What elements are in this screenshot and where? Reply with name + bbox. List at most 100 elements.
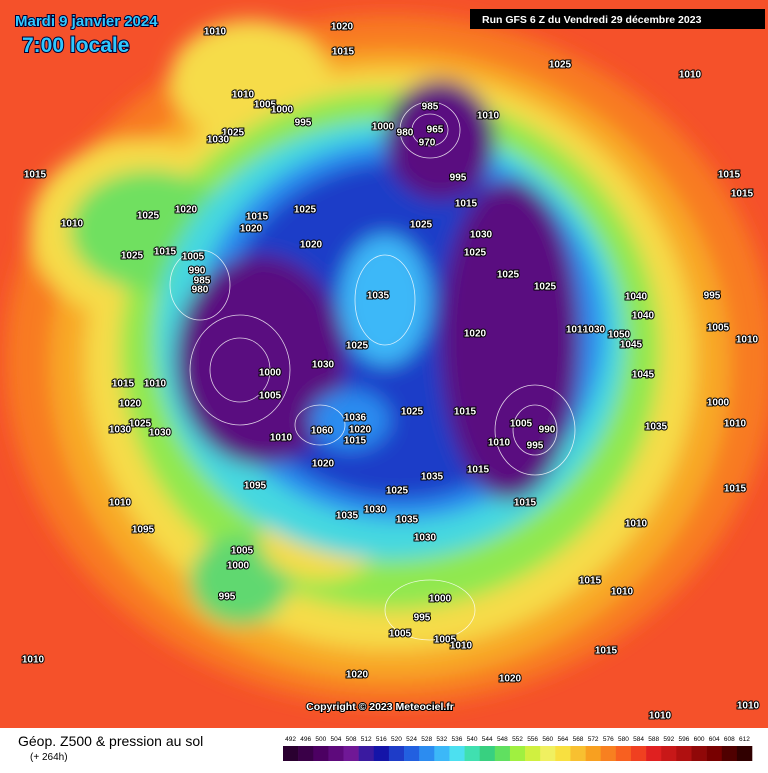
isobar-label: 1015 bbox=[467, 465, 490, 476]
isobar-label: 1015 bbox=[731, 189, 754, 200]
isobar-label: 1035 bbox=[336, 511, 359, 522]
legend-value: 528 bbox=[421, 736, 432, 743]
isobar-label: 1030 bbox=[109, 425, 132, 436]
legend-swatch bbox=[615, 746, 632, 761]
legend-value: 508 bbox=[346, 736, 357, 743]
legend-value: 496 bbox=[300, 736, 311, 743]
legend-swatch bbox=[570, 746, 586, 761]
pressure-labels: 1010 102010151025101010101005100099598510… bbox=[21, 21, 761, 723]
isobar-label: 985 bbox=[194, 276, 211, 287]
legend-value: 560 bbox=[542, 736, 553, 743]
legend-swatch bbox=[283, 746, 299, 761]
legend-value: 604 bbox=[709, 736, 720, 743]
isobar-label: 1005 bbox=[389, 629, 412, 640]
legend-swatch bbox=[509, 746, 526, 761]
legend-value: 568 bbox=[573, 736, 584, 743]
isobar-label: 1005 bbox=[510, 419, 533, 430]
legend-swatch bbox=[343, 746, 359, 761]
isobar-label: 1020 bbox=[331, 22, 354, 33]
legend-swatch bbox=[646, 746, 662, 761]
isobar-label: 1020 bbox=[240, 224, 263, 235]
legend-swatch bbox=[721, 746, 738, 761]
run: Run GFS 6 Z du Vendredi 29 décembre 2023 bbox=[482, 14, 702, 26]
legend-value: 580 bbox=[618, 736, 629, 743]
isobar-label: 1025 bbox=[464, 248, 487, 259]
isobar-label: 995 bbox=[295, 118, 312, 129]
legend-value: 512 bbox=[361, 736, 372, 743]
legend-value: 612 bbox=[739, 736, 750, 743]
isobar-label: 1035 bbox=[396, 515, 419, 526]
isobar-label: 1095 bbox=[244, 481, 267, 492]
isobar-label: 1020 bbox=[175, 205, 198, 216]
isobar-label: 1020 bbox=[346, 670, 369, 681]
isobar-label: 1010 bbox=[649, 711, 672, 722]
isobar-label: 1015 bbox=[246, 212, 269, 223]
isobar-label: 1010 bbox=[204, 27, 227, 38]
legend-swatch bbox=[373, 746, 390, 761]
isobar-label: 1010 bbox=[736, 335, 759, 346]
isobar-label: 995 bbox=[704, 291, 721, 302]
isobar-label: 1010 bbox=[270, 433, 293, 444]
isobar-label: 1010 bbox=[144, 379, 167, 390]
legend-swatch bbox=[736, 746, 753, 761]
legend-swatch bbox=[328, 746, 344, 761]
legend-value: 600 bbox=[694, 736, 705, 743]
isobar-label: 1025 bbox=[346, 341, 369, 352]
isobar-label: 1025 bbox=[222, 128, 245, 139]
legend-value: 556 bbox=[527, 736, 538, 743]
isobar-label: 1010 bbox=[232, 90, 255, 101]
isobar-label: 1050 bbox=[608, 330, 631, 341]
isobar-label: 1030 bbox=[149, 428, 172, 439]
isobar-label: 990 bbox=[189, 266, 206, 277]
isobar-label: 1005 bbox=[254, 100, 277, 111]
legend-swatch bbox=[525, 746, 541, 761]
legend-value: 540 bbox=[467, 736, 478, 743]
isobar-label: 1020 bbox=[312, 459, 335, 470]
isobar-label: 1010 bbox=[737, 701, 760, 712]
isobar-label: 1030 bbox=[414, 533, 437, 544]
isobar-label: 1000 bbox=[372, 122, 395, 133]
isobar-label: 1025 bbox=[401, 407, 424, 418]
isobar-label: 1010 bbox=[61, 219, 84, 230]
isobar-label: 1005 bbox=[434, 635, 457, 646]
isobar-label: 1005 bbox=[182, 252, 205, 263]
isobar-label: 1015 bbox=[154, 247, 177, 258]
isobar-label: 995 bbox=[450, 173, 467, 184]
isobar-label: 1025 bbox=[294, 205, 317, 216]
isobar-label: 995 bbox=[414, 613, 431, 624]
isobar-label: 1035 bbox=[421, 472, 444, 483]
isobar-label: 1000 bbox=[259, 368, 282, 379]
isobar-label: 1010 bbox=[679, 70, 702, 81]
isobar-label: 980 bbox=[397, 128, 414, 139]
date: Mardi 9 janvier 2024 bbox=[15, 13, 158, 30]
isobar-label: 1035 bbox=[645, 422, 668, 433]
legend-value: 536 bbox=[452, 736, 463, 743]
isobar-label: 1015 bbox=[514, 498, 537, 509]
isobar-label: 1015 bbox=[112, 379, 135, 390]
legend-value: 532 bbox=[436, 736, 447, 743]
isobar-label: 990 bbox=[539, 425, 556, 436]
isobar-label: 1030 bbox=[470, 230, 493, 241]
isobar-label: 1025 bbox=[386, 486, 409, 497]
legend-swatch bbox=[630, 746, 647, 761]
legend-swatch bbox=[404, 746, 420, 761]
isobar-label: 1020 bbox=[499, 674, 522, 685]
isobar-label: 965 bbox=[427, 125, 444, 136]
isobar-label: 1045 bbox=[620, 340, 643, 351]
run-bar bbox=[470, 9, 765, 29]
legend-swatch bbox=[388, 746, 405, 761]
legend-value: 504 bbox=[331, 736, 342, 743]
legend-value: 592 bbox=[663, 736, 674, 743]
isobar-label: 1020 bbox=[119, 399, 142, 410]
legend-swatch bbox=[706, 746, 723, 761]
isobar-label: 1035 bbox=[367, 291, 390, 302]
isobar-label: 1010 bbox=[566, 325, 589, 336]
isobar-label: 1025 bbox=[549, 60, 572, 71]
lead: (+ 264h) bbox=[30, 752, 68, 763]
isobar-label: 1025 bbox=[534, 282, 557, 293]
isobar-label: 995 bbox=[527, 441, 544, 452]
legend-value: 524 bbox=[406, 736, 417, 743]
isobar-label: 1030 bbox=[312, 360, 335, 371]
isobar-label: 1000 bbox=[271, 105, 294, 116]
isobar-label: 1040 bbox=[625, 292, 648, 303]
